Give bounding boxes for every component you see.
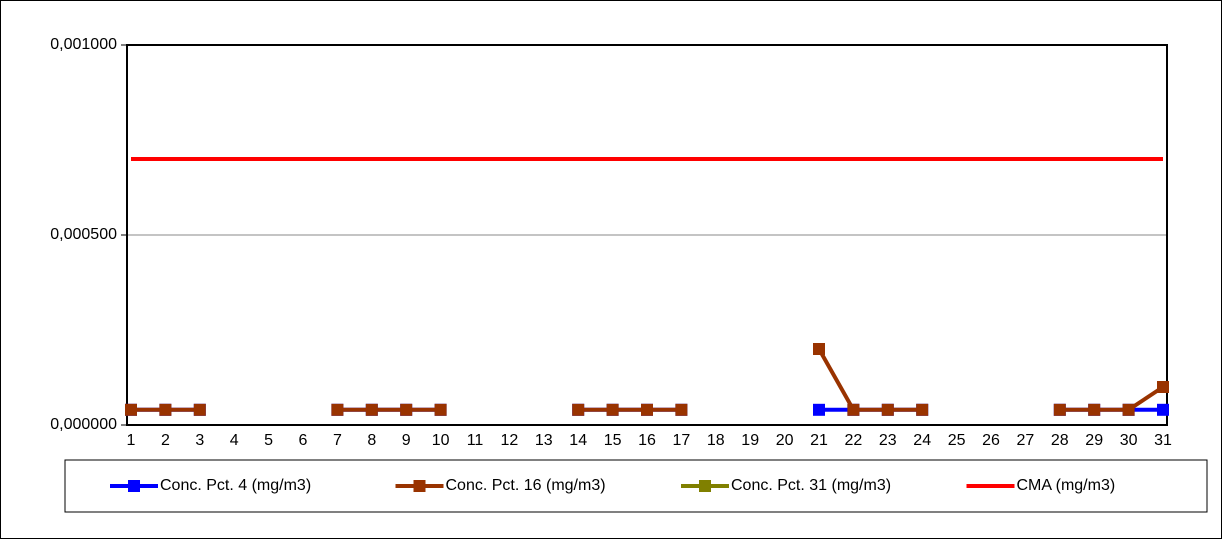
x-tick-label: 9 xyxy=(402,432,411,449)
x-tick-label: 11 xyxy=(467,432,484,449)
x-tick-label: 22 xyxy=(845,432,863,449)
point-marker xyxy=(675,403,688,416)
x-tick-label: 7 xyxy=(333,432,342,449)
x-tick-label: 23 xyxy=(879,432,897,449)
y-tick-label: 0,000500 xyxy=(50,226,117,243)
x-tick-label: 20 xyxy=(776,432,794,449)
x-tick-label: 17 xyxy=(673,432,691,449)
point-marker xyxy=(1122,403,1135,416)
x-tick-label: 29 xyxy=(1085,432,1103,449)
x-tick-label: 24 xyxy=(913,432,931,449)
legend-marker xyxy=(413,480,426,492)
x-tick-label: 3 xyxy=(195,432,204,449)
legend-box xyxy=(64,459,1208,513)
x-tick-label: 12 xyxy=(501,432,519,449)
legend-label: Conc. Pct. 4 (mg/m3) xyxy=(160,477,311,494)
x-tick-label: 13 xyxy=(535,432,553,449)
point-marker xyxy=(193,403,206,416)
x-tick-label: 26 xyxy=(982,432,1000,449)
legend-label: Conc. Pct. 16 (mg/m3) xyxy=(446,477,606,494)
x-tick-label: 14 xyxy=(569,432,587,449)
x-tick-label: 18 xyxy=(707,432,725,449)
point-marker xyxy=(847,403,860,416)
x-tick-label: 2 xyxy=(161,432,170,449)
point-marker xyxy=(365,403,378,416)
x-tick-label: 6 xyxy=(299,432,308,449)
x-tick-label: 30 xyxy=(1120,432,1138,449)
legend-marker xyxy=(699,480,711,492)
legend-label: CMA (mg/m3) xyxy=(1017,477,1116,494)
x-tick-label: 27 xyxy=(1017,432,1035,449)
point-marker xyxy=(1157,403,1169,416)
plot-border xyxy=(126,44,1168,426)
x-tick-label: 28 xyxy=(1051,432,1069,449)
legend-label: Conc. Pct. 31 (mg/m3) xyxy=(731,477,891,494)
point-marker xyxy=(813,403,825,416)
x-tick-label: 8 xyxy=(367,432,376,449)
point-marker xyxy=(159,403,172,416)
point-marker xyxy=(1053,403,1066,416)
point-marker xyxy=(434,403,447,416)
x-tick-label: 19 xyxy=(741,432,759,449)
x-tick-label: 10 xyxy=(432,432,450,449)
point-marker xyxy=(641,403,653,416)
x-tick-label: 31 xyxy=(1154,432,1172,449)
x-tick-label: 21 xyxy=(810,432,828,449)
x-tick-label: 15 xyxy=(604,432,622,449)
point-marker xyxy=(125,403,137,416)
x-tick-label: 16 xyxy=(638,432,656,449)
point-marker xyxy=(1088,403,1101,416)
y-tick-label: 0,000000 xyxy=(50,416,117,433)
x-tick-label: 5 xyxy=(264,432,273,449)
point-marker xyxy=(916,403,929,416)
point-marker xyxy=(331,403,344,416)
point-marker xyxy=(1157,381,1169,393)
point-marker xyxy=(400,403,413,416)
point-marker xyxy=(572,403,585,416)
point-marker xyxy=(606,403,619,416)
x-tick-label: 4 xyxy=(230,432,239,449)
point-marker xyxy=(881,403,894,416)
x-tick-label: 1 xyxy=(127,432,136,449)
legend-marker xyxy=(128,480,140,492)
y-tick-label: 0,001000 xyxy=(50,36,117,53)
point-marker xyxy=(813,343,825,355)
x-tick-label: 25 xyxy=(948,432,966,449)
